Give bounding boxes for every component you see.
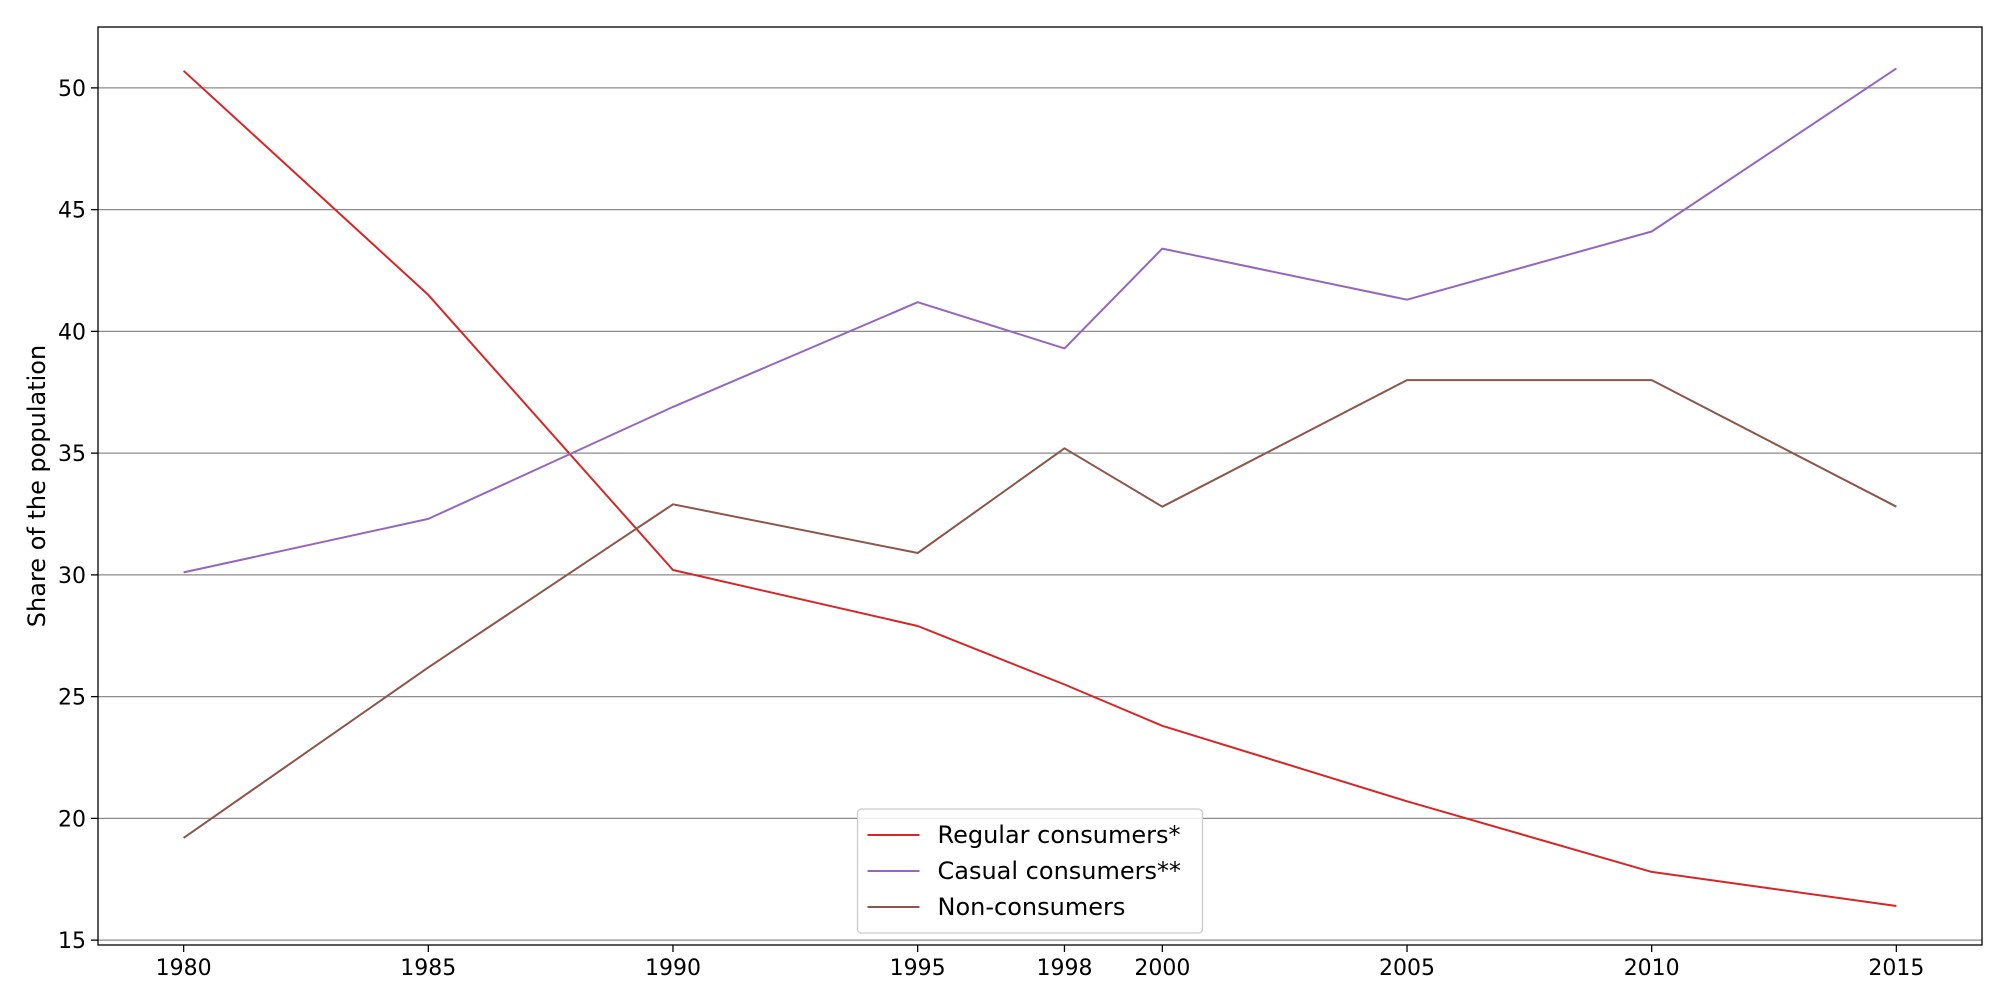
x-tick-label: 1990	[645, 956, 701, 981]
y-tick-label: 40	[58, 320, 86, 345]
y-tick-label: 45	[58, 199, 86, 224]
legend-items: Regular consumers* Casual consumers** Non-…	[867, 821, 1182, 921]
series-line-3	[183, 379, 1897, 839]
x-tick-label: 2005	[1379, 956, 1435, 981]
x-tick-label: 1980	[156, 956, 212, 981]
y-tick-label: 50	[58, 77, 86, 102]
x-tick-label: 1995	[890, 956, 946, 981]
y-tick-label: 25	[58, 686, 86, 711]
series-line-2	[183, 67, 1897, 574]
plot-frame	[97, 26, 1983, 946]
legend-label: Casual consumers**	[938, 857, 1182, 885]
y-tick-label: 35	[58, 442, 86, 467]
legend-label: Non-consumers	[938, 893, 1126, 921]
legend-label: Regular consumers*	[938, 821, 1181, 849]
y-tick-label: 30	[58, 564, 86, 589]
legend-box	[856, 808, 1204, 934]
x-tick-label: 2000	[1134, 956, 1190, 981]
series-line-1	[182, 70, 1897, 907]
y-axis-label: Share of the population	[23, 345, 51, 627]
y-tick-label: 15	[58, 929, 86, 954]
x-tick-label: 2015	[1868, 956, 1924, 981]
x-tick-label: 2010	[1624, 956, 1680, 981]
x-tick-label: 1998	[1036, 956, 1092, 981]
y-axis: 15 20 25 30 35 40 45 50	[58, 77, 98, 954]
series-lines	[182, 67, 1897, 907]
x-axis: 1980 1985 1990 1995 1998 2000 2005 2010 2015	[156, 945, 1924, 981]
x-tick-label: 1985	[400, 956, 456, 981]
gridlines	[98, 87, 1982, 941]
y-tick-label: 20	[58, 807, 86, 832]
legend: Regular consumers* Casual consumers** Non-…	[856, 808, 1204, 934]
